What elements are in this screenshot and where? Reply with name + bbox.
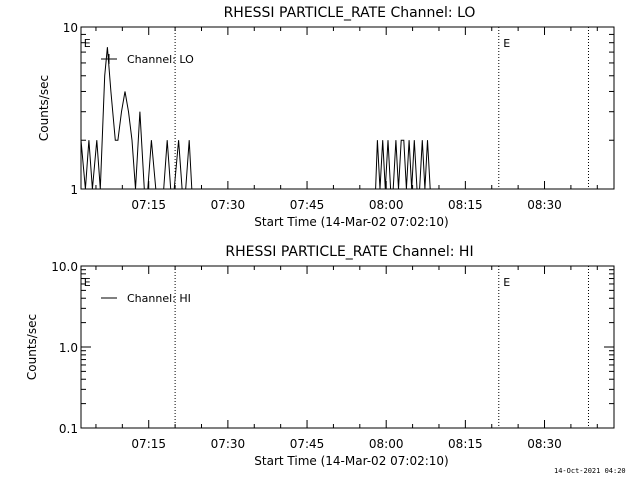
y-axis-label: Counts/sec xyxy=(37,75,51,141)
x-tick-label: 08:00 xyxy=(369,437,404,451)
y-axis-label: Counts/sec xyxy=(25,314,39,380)
chart-panel-1: RHESSI PARTICLE_RATE Channel: LO Start Ti… xyxy=(37,5,615,229)
x-axis-label: Start Time (14-Mar-02 07:02:10) xyxy=(254,454,448,468)
x-tick-label: 07:15 xyxy=(131,437,166,451)
x-tick-label: 07:15 xyxy=(131,198,166,212)
event-marker: E xyxy=(84,276,91,289)
x-tick-label: 08:00 xyxy=(369,198,404,212)
x-tick-label: 08:15 xyxy=(448,437,483,451)
event-marker: E xyxy=(503,37,510,50)
footer-timestamp: 14-Oct-2021 04:20 xyxy=(554,467,626,475)
y-tick-label: 0.1 xyxy=(59,422,78,436)
y-tick-label: 1 xyxy=(70,183,78,197)
y-tick-label: 10 xyxy=(63,21,78,35)
plot-frame xyxy=(80,26,615,190)
event-marker: E xyxy=(503,276,510,289)
x-tick-label: 07:45 xyxy=(290,198,325,212)
x-tick-label: 08:15 xyxy=(448,198,483,212)
x-tick-label: 08:30 xyxy=(527,198,562,212)
plot-frame xyxy=(80,265,615,429)
chart-title: RHESSI PARTICLE_RATE Channel: HI xyxy=(225,244,473,260)
x-tick-label: 08:30 xyxy=(527,437,562,451)
y-tick-label: 10.0 xyxy=(51,260,78,274)
legend-label: Channel: HI xyxy=(127,292,191,305)
legend-label: Channel: LO xyxy=(127,53,194,66)
x-axis-label: Start Time (14-Mar-02 07:02:10) xyxy=(254,215,448,229)
chart-title: RHESSI PARTICLE_RATE Channel: LO xyxy=(224,5,476,21)
chart-panel-2: RHESSI PARTICLE_RATE Channel: HI Start Ti… xyxy=(25,244,615,468)
event-marker: E xyxy=(84,37,91,50)
x-tick-label: 07:30 xyxy=(211,198,246,212)
x-tick-label: 07:30 xyxy=(211,437,246,451)
y-tick-label: 1.0 xyxy=(59,341,78,355)
x-tick-label: 07:45 xyxy=(290,437,325,451)
series-line xyxy=(80,47,431,190)
